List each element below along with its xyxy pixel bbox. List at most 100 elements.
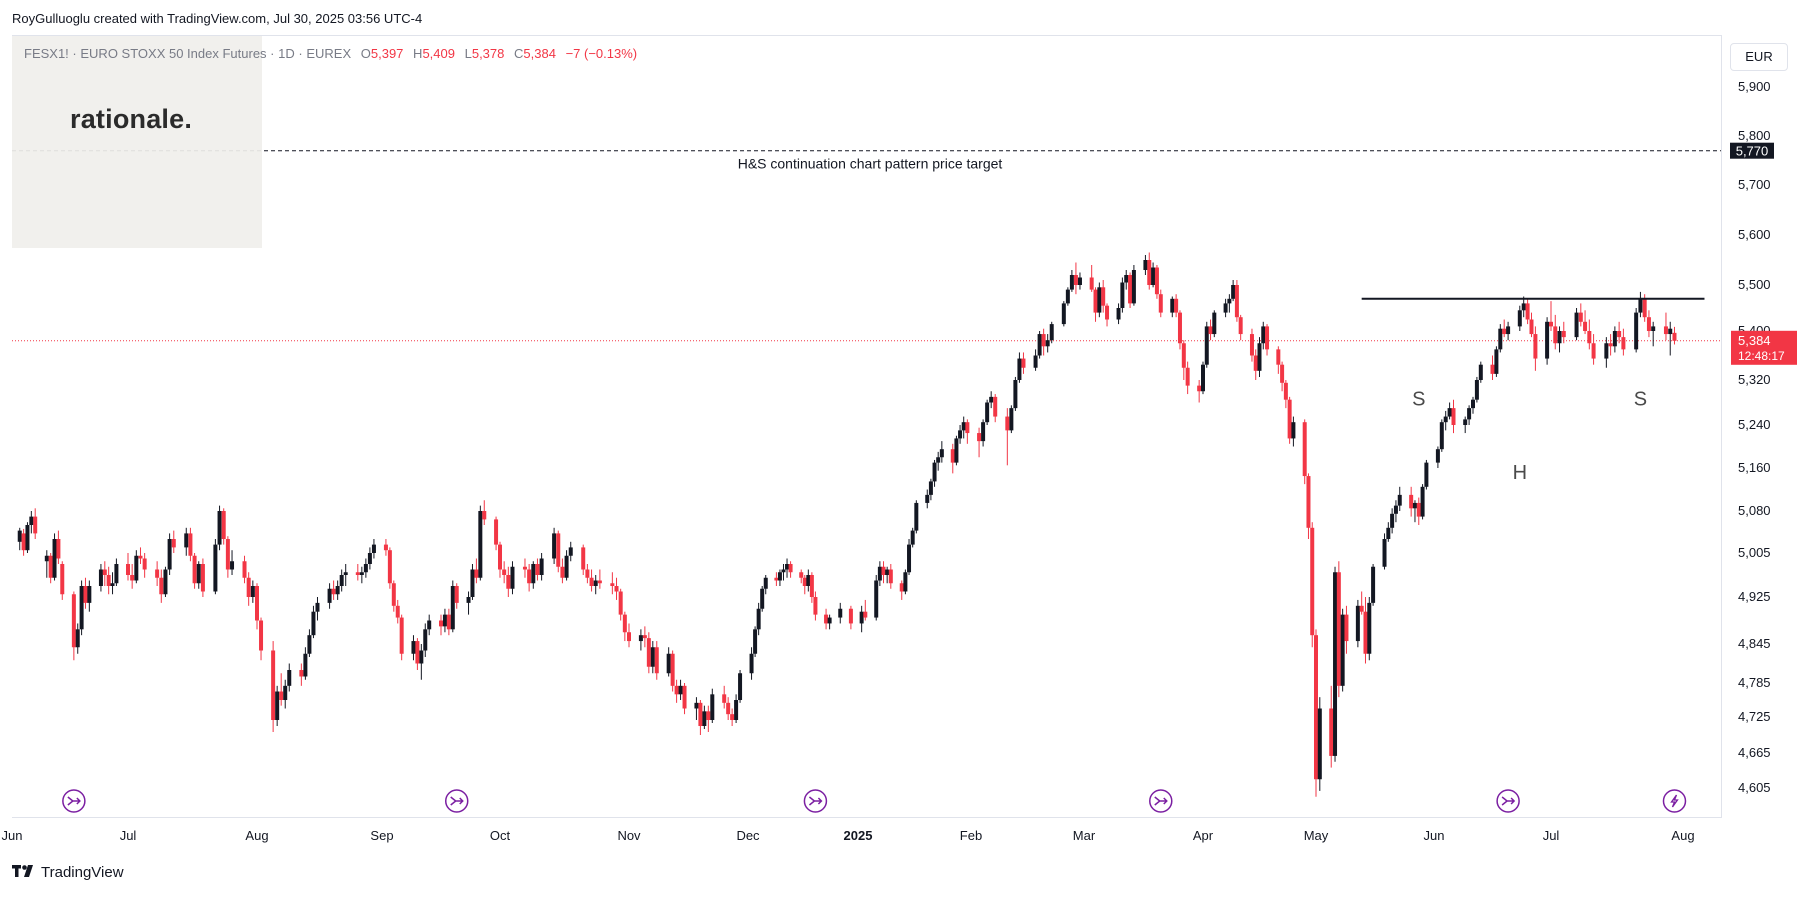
split-arrow-icon[interactable]: [1149, 789, 1173, 813]
candle: [1439, 419, 1444, 452]
candle-body: [1238, 317, 1243, 335]
candle: [749, 647, 754, 680]
candle-body: [255, 586, 259, 621]
candle-body: [1638, 298, 1643, 313]
watermark-logo: rationale.: [70, 104, 193, 134]
candle: [506, 566, 511, 597]
candle: [1151, 262, 1156, 288]
candle-body: [989, 396, 994, 403]
candle: [1557, 326, 1562, 353]
candle-body: [1447, 408, 1452, 417]
candle: [1340, 608, 1345, 692]
candle-body: [142, 558, 147, 570]
candle-body: [327, 588, 332, 603]
candle-body: [1073, 275, 1078, 285]
candle-body: [130, 575, 135, 581]
currency-button[interactable]: EUR: [1730, 43, 1788, 71]
candle-body: [650, 647, 655, 667]
candle-body: [1208, 326, 1213, 335]
pattern-label[interactable]: H: [1513, 462, 1527, 484]
candle-body: [527, 569, 532, 584]
symbol-legend[interactable]: FESX1! · EURO STOXX 50 Index Futures · 1…: [24, 46, 638, 61]
candle-body: [802, 577, 807, 586]
split-arrow-icon[interactable]: [803, 789, 828, 813]
legend-name: EURO STOXX 50 Index Futures: [80, 46, 267, 61]
candle: [597, 569, 602, 589]
candle-body: [560, 566, 565, 578]
candle-body: [1314, 635, 1318, 780]
candle-body: [1310, 527, 1315, 636]
candle-body: [593, 580, 598, 586]
candle-body: [1561, 331, 1566, 338]
candle: [134, 550, 139, 584]
flash-icon[interactable]: [1662, 789, 1687, 813]
candle: [993, 394, 998, 423]
candle-body: [1578, 312, 1583, 322]
tradingview-footer-logo[interactable]: TradingView: [12, 864, 124, 881]
candle-body: [335, 586, 340, 595]
candle: [315, 597, 320, 621]
candle: [932, 459, 937, 487]
candle: [1131, 265, 1136, 306]
candle: [809, 572, 814, 603]
pattern-label[interactable]: S: [1412, 388, 1425, 410]
candle: [1371, 564, 1376, 606]
candle: [1116, 303, 1121, 325]
candle-body: [760, 588, 765, 609]
candle: [610, 572, 615, 595]
split-arrow-icon[interactable]: [62, 789, 86, 813]
candle-body: [863, 611, 868, 618]
candle-body: [698, 702, 703, 726]
candle: [1651, 321, 1656, 347]
candle: [1397, 486, 1402, 511]
candle: [1261, 321, 1266, 350]
candle: [221, 508, 226, 545]
candle-body: [1355, 605, 1360, 642]
candle: [1608, 334, 1613, 356]
x-tick-label: May: [1304, 828, 1329, 843]
candle: [126, 553, 130, 581]
legend-symbol[interactable]: FESX1!: [24, 46, 69, 61]
candle: [1181, 340, 1186, 380]
candle-body: [331, 588, 336, 595]
candle: [1336, 561, 1341, 698]
legend-change: −7 (−0.13%): [565, 46, 638, 61]
candle: [242, 555, 247, 584]
candle-body: [171, 539, 176, 548]
target-annotation[interactable]: H&S continuation chart pattern price tar…: [738, 156, 1003, 172]
candle-body: [283, 685, 288, 700]
candle: [622, 611, 627, 642]
candle-body: [738, 673, 743, 700]
candle: [498, 541, 502, 578]
candle: [246, 572, 251, 606]
candle-body: [1549, 321, 1553, 327]
candle: [777, 569, 782, 586]
candle-body: [83, 586, 88, 603]
candle-body: [1045, 340, 1050, 347]
split-arrow-icon[interactable]: [1496, 789, 1520, 813]
candle: [1578, 303, 1583, 327]
candle: [106, 566, 111, 595]
candle-body: [279, 691, 284, 700]
candle: [522, 558, 527, 578]
candle: [1494, 346, 1499, 377]
candle: [279, 673, 284, 706]
candle-body: [618, 591, 623, 615]
candle-body: [1005, 416, 1010, 431]
candle: [939, 441, 944, 463]
candle-body: [1529, 319, 1534, 335]
candle-body: [48, 555, 53, 578]
chart-pane-border: [12, 35, 1722, 818]
candle-body: [977, 433, 982, 442]
candle-body: [383, 544, 388, 551]
candle: [192, 553, 197, 589]
pattern-label[interactable]: S: [1634, 388, 1647, 410]
y-tick-label: 5,900: [1738, 79, 1771, 94]
candle-body: [597, 580, 602, 584]
candle: [200, 558, 205, 597]
candle-body: [1089, 277, 1094, 290]
candle: [130, 564, 135, 589]
candle: [950, 443, 955, 474]
split-arrow-icon[interactable]: [444, 789, 469, 813]
